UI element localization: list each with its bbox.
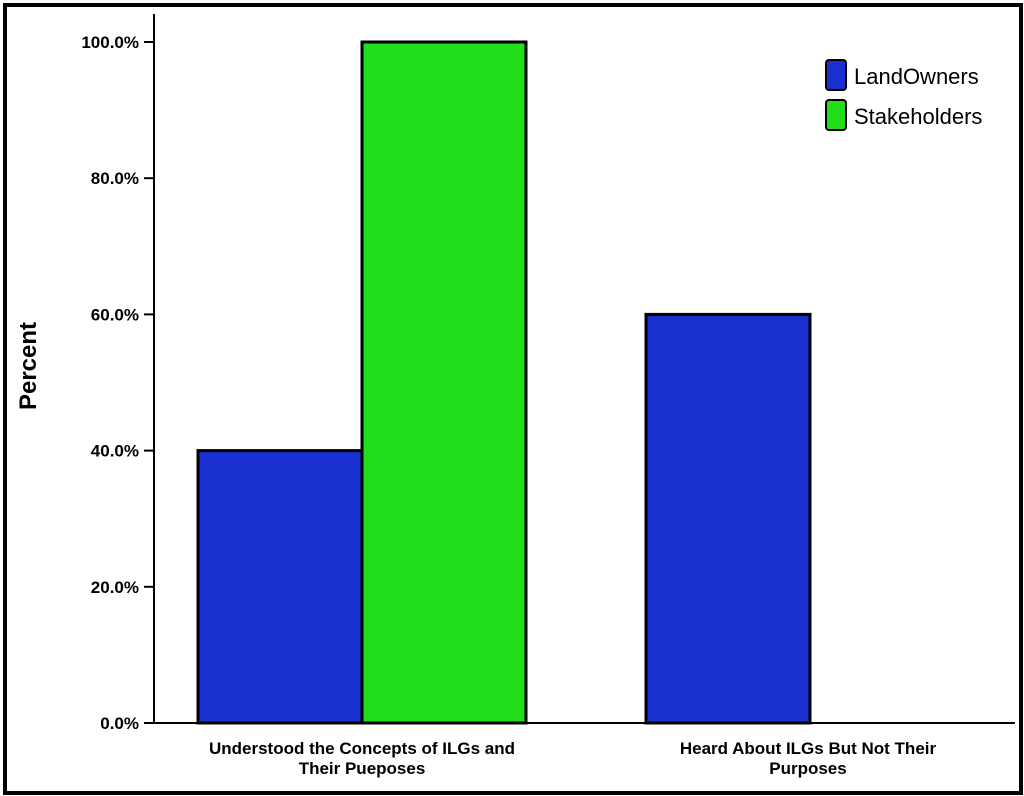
- y-axis-title: Percent: [15, 322, 42, 410]
- category-label: Heard About ILGs But Not Their Purposes: [680, 739, 937, 778]
- legend-swatch-stakeholders: [825, 99, 847, 131]
- legend: LandOwners Stakeholders: [825, 59, 982, 131]
- category-label: Understood the Concepts of ILGs and Their…: [209, 739, 515, 778]
- legend-swatch-landowners: [825, 59, 847, 91]
- y-tick-label: 40.0%: [91, 442, 139, 461]
- bars: [196, 40, 812, 725]
- bar-stakeholders-0: [360, 40, 528, 725]
- category-labels: Understood the Concepts of ILGs and Their…: [209, 739, 937, 778]
- y-tick-label: 20.0%: [91, 578, 139, 597]
- y-ticks: 0.0% 20.0% 40.0% 60.0% 80.0% 100.0%: [81, 33, 154, 733]
- legend-label-landowners: LandOwners: [854, 64, 979, 89]
- legend-label-stakeholders: Stakeholders: [854, 104, 982, 129]
- bar-landowners-1: [644, 312, 812, 725]
- y-tick-label: 60.0%: [91, 305, 139, 324]
- bar-landowners-0: [196, 449, 364, 725]
- y-tick-label: 80.0%: [91, 169, 139, 188]
- y-tick-label: 0.0%: [100, 714, 139, 733]
- y-tick-label: 100.0%: [81, 33, 139, 52]
